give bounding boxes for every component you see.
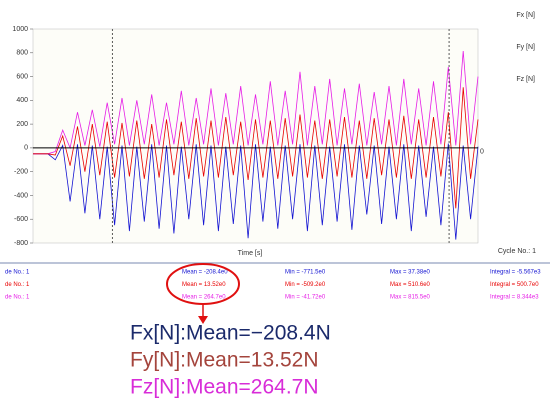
y-tick-label: 800 xyxy=(16,50,28,57)
table-cell: de No.: 1 xyxy=(5,295,30,301)
table-cell: Mean = 13.52e0 xyxy=(182,282,226,288)
plot-area xyxy=(32,28,479,244)
stats-table: de No.: 1 Mean = -208.4e0 Min = -771.5e0 Ma… xyxy=(5,270,541,301)
series-line xyxy=(33,50,479,155)
table-cell: Mean = 264.7e0 xyxy=(182,295,226,301)
y-tick-label: -400 xyxy=(14,192,28,199)
table-cell: de No.: 1 xyxy=(5,282,30,288)
table-cell: Integral = 8.344e3 xyxy=(490,295,539,301)
table-cell: Max = 37.38e0 xyxy=(390,270,431,276)
table-cell: Min = -771.5e0 xyxy=(285,270,326,276)
annotation: 0 xyxy=(480,149,484,156)
y-tick-label: -600 xyxy=(14,216,28,223)
table-cell: Max = 510.6e0 xyxy=(390,282,431,288)
y-tick-label: 600 xyxy=(16,73,28,80)
arrow-head xyxy=(198,316,208,324)
series-line xyxy=(33,143,479,240)
callout-fx: Fx[N]:Mean=−208.4N xyxy=(130,322,331,345)
table-cell: Mean = -208.4e0 xyxy=(182,270,228,276)
table-cell: Integral = 500.7e0 xyxy=(490,282,539,288)
table-cell: de No.: 1 xyxy=(5,270,30,276)
callout-fz: Fz[N]:Mean=264.7N xyxy=(130,376,319,399)
y-tick-label: -800 xyxy=(14,240,28,247)
table-cell: Min = -509.2e0 xyxy=(285,282,326,288)
y-tick-label: 200 xyxy=(16,121,28,128)
table-cell: Min = -41.72e0 xyxy=(285,295,326,301)
table-cell: Integral = -5.567e3 xyxy=(490,270,541,276)
cycle-label: Cycle No.: 1 xyxy=(498,248,536,255)
series-line xyxy=(33,87,479,209)
y-tick-label: 1000 xyxy=(12,26,28,33)
plot xyxy=(33,29,479,243)
legend-entry: Fy [N] xyxy=(516,44,535,51)
legend-entry: Fx [N] xyxy=(516,12,535,19)
callout-fy: Fy[N]:Mean=13.52N xyxy=(130,349,319,372)
table-cell: Max = 815.5e0 xyxy=(390,295,431,301)
x-axis-label: Time [s] xyxy=(238,250,263,257)
legend-entry: Fz [N] xyxy=(516,76,535,83)
y-tick-label: -200 xyxy=(14,169,28,176)
y-tick-label: 0 xyxy=(24,145,28,152)
y-tick-label: 400 xyxy=(16,97,28,104)
